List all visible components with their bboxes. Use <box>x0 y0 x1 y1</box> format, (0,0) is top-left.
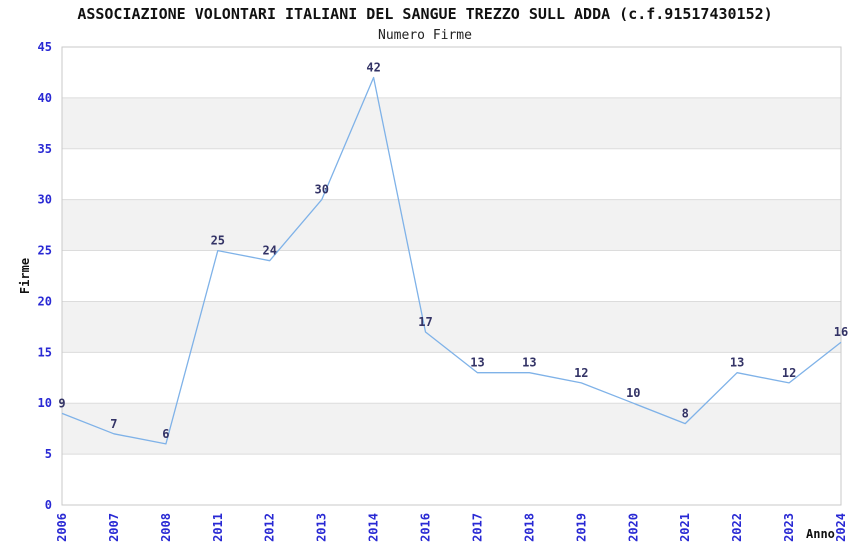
point-label: 13 <box>522 356 536 370</box>
x-tick-label: 2006 <box>55 513 69 542</box>
plot-border <box>61 46 842 506</box>
chart-subtitle: Numero Firme <box>378 28 472 43</box>
point-label: 7 <box>110 417 117 431</box>
point-label: 6 <box>162 427 169 441</box>
y-tick-label: 0 <box>45 498 52 512</box>
point-label: 13 <box>470 356 484 370</box>
series-line <box>61 76 842 445</box>
point-label: 17 <box>418 315 432 329</box>
x-tick-label: 2021 <box>678 513 692 542</box>
y-tick-label: 15 <box>38 345 52 359</box>
y-tick-label: 5 <box>45 447 52 461</box>
x-tick-label: 2022 <box>730 513 744 542</box>
y-axis-label: Firme <box>18 257 32 295</box>
x-tick-label: 2020 <box>626 513 640 542</box>
point-label: 25 <box>211 234 225 248</box>
point-label: 12 <box>782 366 796 380</box>
point-label: 42 <box>366 61 380 75</box>
y-tick-label: 35 <box>38 142 52 156</box>
x-tick-label: 2017 <box>471 513 485 542</box>
x-tick-label: 2024 <box>834 513 848 542</box>
point-label: 8 <box>682 407 689 421</box>
plot-band <box>62 97 841 149</box>
x-tick-label: 2011 <box>211 513 225 542</box>
point-label: 10 <box>626 386 640 400</box>
x-axis-label: Anno <box>806 527 835 541</box>
y-tick-label: 30 <box>38 193 52 207</box>
point-label: 30 <box>314 183 328 197</box>
y-tick-label: 20 <box>38 294 52 308</box>
x-tick-label: 2013 <box>315 513 329 542</box>
y-tick-label: 25 <box>38 244 52 258</box>
x-tick-label: 2012 <box>263 513 277 542</box>
x-tick-label: 2014 <box>367 513 381 542</box>
x-tick-label: 2016 <box>419 513 433 542</box>
point-label: 24 <box>262 244 276 258</box>
x-tick-label: 2018 <box>522 513 536 542</box>
y-tick-label: 45 <box>38 40 52 54</box>
point-label: 13 <box>730 356 744 370</box>
x-tick-label: 2008 <box>159 513 173 542</box>
plot-band <box>62 199 841 251</box>
chart-title: ASSOCIAZIONE VOLONTARI ITALIANI DEL SANG… <box>77 5 773 23</box>
x-tick-label: 2007 <box>107 513 121 542</box>
plot-band <box>62 301 841 353</box>
y-tick-label: 10 <box>38 396 52 410</box>
point-label: 9 <box>58 396 65 410</box>
y-tick-label: 40 <box>38 91 52 105</box>
x-tick-label: 2019 <box>574 513 588 542</box>
point-label: 16 <box>834 325 848 339</box>
plot-band <box>62 403 841 455</box>
point-label: 12 <box>574 366 588 380</box>
x-tick-label: 2023 <box>782 513 796 542</box>
